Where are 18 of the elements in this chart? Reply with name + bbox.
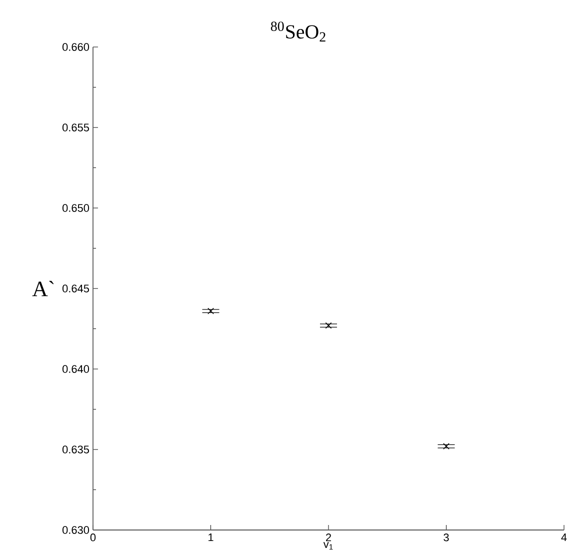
point (208, 308, 214, 314)
y-tick-label: 0.635 (62, 446, 90, 454)
y-tick-label: 0.645 (62, 284, 90, 292)
y-tick-label: 0.640 (62, 365, 90, 373)
x-tick-label: 0 (90, 534, 96, 542)
y-tick-label: 0.650 (62, 204, 90, 212)
x-axis-title: v$_{1}$ (323, 542, 333, 550)
x-tick-label: 1 (208, 534, 214, 542)
x-tick-label: 2 (326, 534, 332, 542)
point (443, 443, 450, 450)
x-tick-label: 3 (444, 534, 449, 542)
y-axis-title: A` (32, 280, 54, 296)
y-tick-label: 0.660 (62, 43, 90, 51)
chart-title: $^{80}$SeO$_{2}$ (270, 22, 326, 42)
y-tick-label: 0.655 (62, 124, 90, 132)
point (325, 322, 332, 329)
x-tick-label: 4 (561, 534, 567, 542)
y-tick-label: 0.630 (62, 526, 90, 534)
